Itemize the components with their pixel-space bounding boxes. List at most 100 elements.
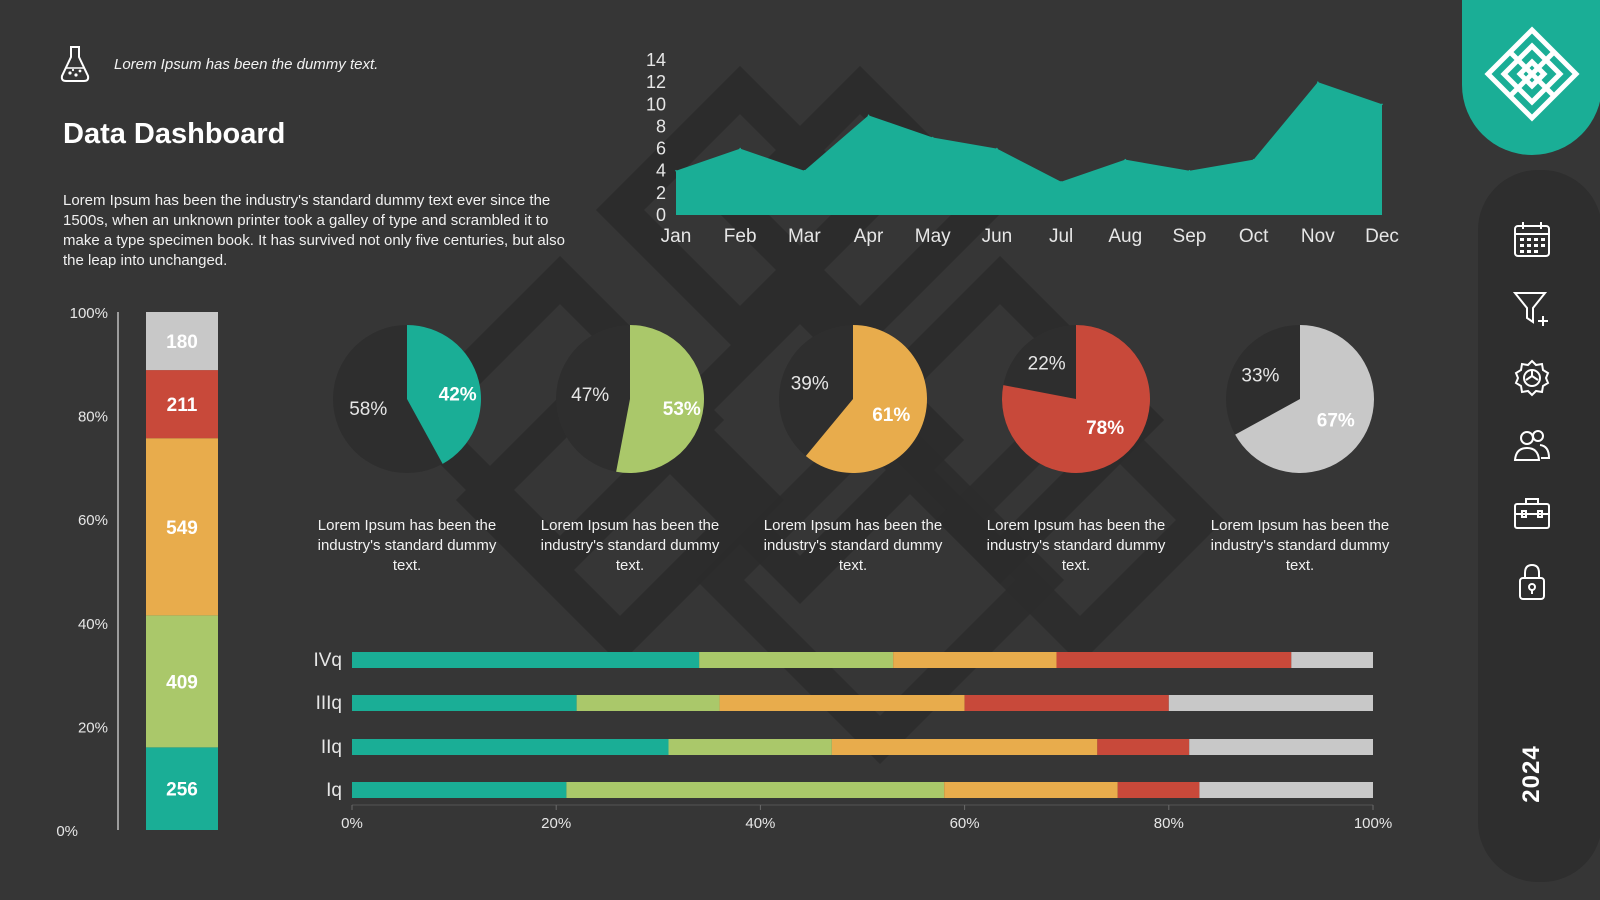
tagline: Lorem Ipsum has been the dummy text. [114, 55, 379, 73]
tagline-row: Lorem Ipsum has been the dummy text. [58, 44, 378, 84]
pie-remainder-label: 33% [1241, 366, 1279, 387]
data-point [1317, 81, 1319, 83]
x-tick-label: May [915, 226, 951, 247]
data-point [1060, 180, 1062, 183]
bar-segment [699, 652, 894, 668]
pie-value-label: 78% [1086, 418, 1124, 439]
intro-text: Lorem Ipsum has been the industry's stan… [63, 192, 565, 269]
area-series [676, 82, 1382, 215]
data-point [803, 169, 806, 172]
settings-gear-icon[interactable] [1510, 356, 1554, 400]
segment-value-label: 409 [166, 672, 198, 693]
bar-segment [1117, 782, 1200, 798]
segment-value-label: 549 [166, 518, 198, 539]
x-tick-label: Oct [1239, 226, 1269, 247]
segment-value-label: 211 [167, 395, 198, 416]
x-tick-label: 100% [1354, 815, 1392, 832]
bar-segment [1189, 739, 1373, 755]
segment-value-label: 180 [166, 332, 198, 353]
category-label: Iq [326, 780, 342, 801]
pie-slice [1002, 325, 1150, 473]
pie-slice [1235, 325, 1374, 473]
y-tick-label: 8 [656, 116, 666, 136]
x-tick-label: Jun [982, 226, 1013, 247]
lock-icon[interactable] [1510, 560, 1554, 604]
x-tick-label: 80% [1154, 815, 1184, 832]
pie-chart: 61% 39% [779, 325, 927, 473]
pie-chart: 67% 33% [1226, 325, 1374, 473]
category-label: IIq [321, 737, 342, 758]
stacked-segment [146, 370, 218, 439]
x-tick-label: Jul [1049, 226, 1073, 247]
bar-segment [1056, 652, 1292, 668]
pie-slice [616, 325, 704, 473]
briefcase-icon[interactable] [1510, 492, 1554, 536]
bar-segment [1199, 782, 1373, 798]
filter-add-icon[interactable] [1510, 286, 1554, 330]
sidebar [1478, 170, 1600, 882]
users-icon[interactable] [1510, 424, 1554, 468]
x-tick-label: 0% [341, 815, 363, 832]
bar-segment [1291, 652, 1373, 668]
flask-icon [60, 46, 90, 82]
bar-segment [893, 652, 1057, 668]
y-tick-label: 14 [646, 50, 666, 70]
bar-segment [566, 782, 945, 798]
y-tick-label: 10 [646, 94, 666, 114]
bar-segment [352, 739, 669, 755]
x-tick-label: Apr [854, 226, 884, 247]
data-point [996, 147, 998, 150]
pie-slice [407, 325, 481, 464]
year-label: 2024 [1518, 745, 1545, 803]
x-tick-label: Sep [1173, 226, 1207, 247]
bar-segment [964, 695, 1169, 711]
stacked-segment [146, 615, 218, 748]
y-tick-label: 60% [78, 512, 108, 529]
pie-chart: 42% 58% [333, 325, 481, 473]
y-tick-label: 20% [78, 719, 108, 736]
pie-chart: 78% 22% [1002, 325, 1150, 473]
pie-remainder-label: 47% [571, 385, 609, 406]
stacked-segment [146, 312, 218, 371]
x-tick-label: Feb [724, 226, 757, 247]
y-tick-label: 0% [56, 823, 78, 840]
x-tick-label: 40% [745, 815, 775, 832]
pie-value-label: 61% [872, 405, 910, 426]
data-point [931, 136, 934, 139]
x-tick-label: 20% [541, 815, 571, 832]
segment-value-label: 256 [166, 780, 198, 801]
x-tick-label: Dec [1365, 226, 1399, 247]
bar-segment [944, 782, 1118, 798]
pie-card: 67% 33% Lorem Ipsum has been the industry'… [1186, 322, 1414, 576]
bar-segment [352, 695, 577, 711]
bar-segment [668, 739, 832, 755]
pie-caption: Lorem Ipsum has been the industry's stan… [763, 517, 943, 574]
logo-badge [1462, 0, 1600, 155]
bar-segment [831, 739, 1098, 755]
pie-remainder-label: 39% [791, 373, 829, 394]
bar-segment [1097, 739, 1190, 755]
y-tick-label: 2 [656, 183, 666, 203]
stacked-segment [146, 438, 218, 616]
category-label: IIIq [316, 693, 342, 714]
pie-slice [805, 325, 927, 473]
pie-remainder-label: 58% [349, 399, 387, 420]
x-tick-label: Nov [1301, 226, 1335, 247]
y-tick-label: 0 [656, 205, 666, 225]
pie-caption: Lorem Ipsum has been the industry's stan… [1210, 517, 1390, 574]
pie-card: 53% 47% Lorem Ipsum has been the industry'… [516, 322, 744, 576]
bar-segment [1168, 695, 1373, 711]
data-point [1252, 158, 1255, 161]
y-tick-label: 80% [78, 409, 108, 426]
pie-value-label: 67% [1317, 410, 1355, 431]
pie-card: 61% 39% Lorem Ipsum has been the industry'… [739, 322, 967, 576]
pie-value-label: 42% [439, 385, 477, 406]
bar-segment [719, 695, 965, 711]
data-point [1124, 158, 1127, 161]
x-tick-label: 60% [950, 815, 980, 832]
y-tick-label: 40% [78, 616, 108, 633]
x-tick-label: Jan [661, 226, 692, 247]
calendar-icon[interactable] [1510, 218, 1554, 262]
category-label: IVq [313, 650, 342, 671]
